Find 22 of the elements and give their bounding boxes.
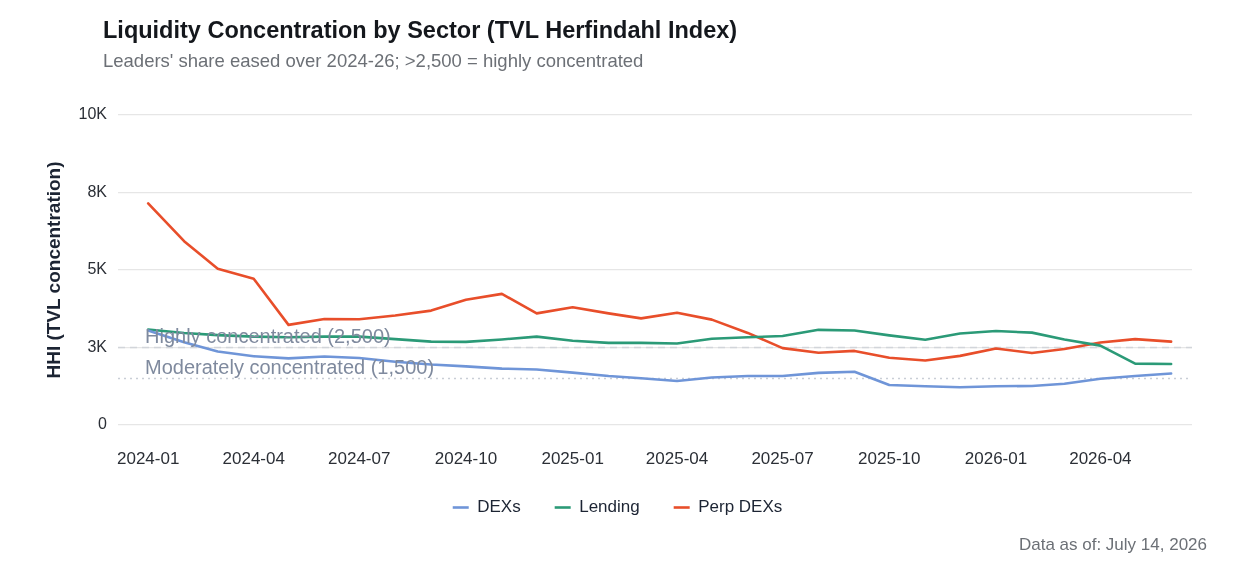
legend-label: Perp DEXs	[698, 497, 783, 517]
y-tick-label: 10K	[78, 105, 108, 123]
x-tick-label: 2024-04	[222, 448, 285, 468]
text: Data as of: July 14, 2026	[1018, 535, 1207, 555]
x-tick-label: 2024-10	[434, 448, 498, 468]
x-tick-label: 2024-07	[328, 448, 391, 468]
x-tick-label: 2025-04	[645, 448, 709, 468]
legend-label: Lending	[579, 497, 640, 517]
chart-subtitle: Leaders' share eased over 2024-26; >2,500 = highly concentrated	[103, 50, 644, 72]
y-tick-label: 3K	[87, 337, 108, 355]
chart-title: Liquidity Concentration by Sector (TVL Herfindahl Index)	[103, 17, 738, 44]
y-tick-label: 0	[98, 415, 108, 433]
x-tick-label: 2026-04	[1069, 448, 1132, 468]
y-tick-label: 8K	[87, 182, 108, 200]
x-tick-label: 2024-01	[116, 448, 180, 468]
x-tick-label: 2025-07	[751, 448, 814, 468]
y-tick-label: 5K	[87, 260, 108, 278]
legend-label: DEXs	[477, 497, 521, 517]
x-tick-label: 2026-01	[964, 448, 1028, 468]
y-axis-title: HHI (TVL concentration)	[42, 161, 64, 379]
x-tick-label: 2025-01	[541, 448, 604, 468]
x-tick-label: 2025-10	[858, 448, 921, 468]
